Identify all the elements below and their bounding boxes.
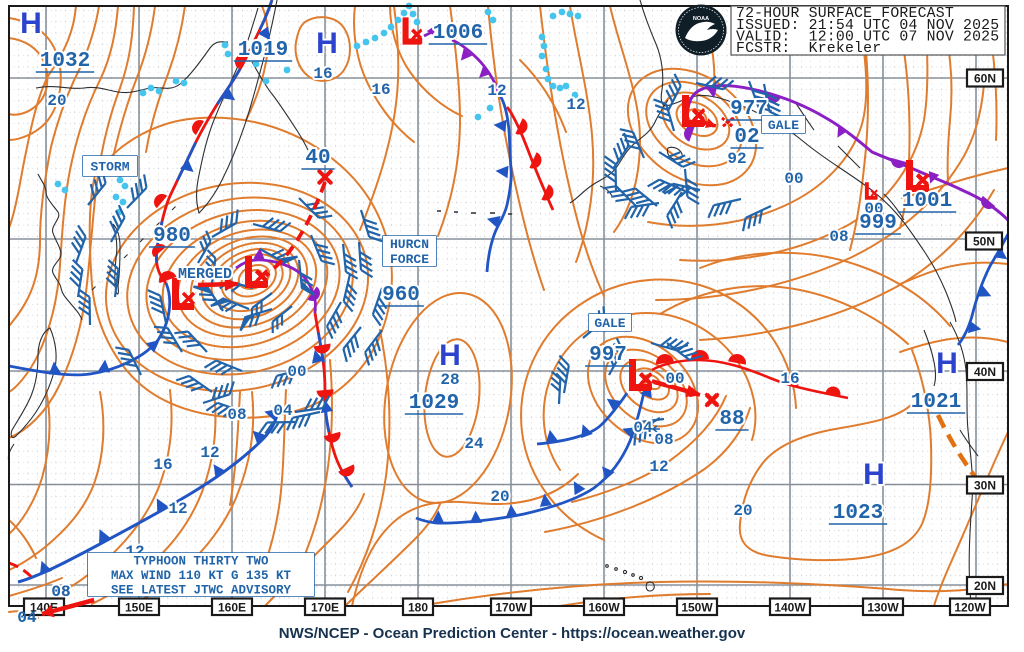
svg-text:120W: 120W [954,601,986,615]
svg-text:02: 02 [734,126,759,149]
svg-text:FCSTR: Krekeler: FCSTR: Krekeler [736,41,881,57]
svg-text:24: 24 [464,435,484,453]
svg-text:170E: 170E [311,601,339,615]
svg-text:170W: 170W [495,601,527,615]
svg-text:H: H [439,339,461,372]
svg-text:MERGED: MERGED [178,266,232,283]
svg-text:1006: 1006 [433,22,483,45]
svg-text:150W: 150W [681,601,713,615]
svg-text:20: 20 [47,92,66,110]
svg-text:999: 999 [859,212,897,235]
svg-text:20: 20 [733,502,752,520]
svg-text:04: 04 [273,402,293,420]
svg-text:08: 08 [654,431,673,449]
svg-text:NOAA: NOAA [693,16,709,22]
svg-text:HURCN: HURCN [390,237,429,252]
svg-text:140W: 140W [774,601,806,615]
svg-text:12: 12 [566,96,585,114]
svg-text:40N: 40N [974,365,996,379]
svg-text:08: 08 [829,228,848,246]
svg-text:1032: 1032 [40,50,90,73]
svg-text:00: 00 [784,170,803,188]
svg-text:92: 92 [727,150,746,168]
svg-text:H: H [863,458,885,491]
svg-text:1023: 1023 [833,502,883,525]
svg-text:977: 977 [730,98,768,121]
svg-text:16: 16 [153,456,172,474]
svg-text:08: 08 [51,583,70,601]
svg-text:180: 180 [408,601,428,615]
svg-text:130W: 130W [867,601,899,615]
svg-text:04: 04 [633,419,653,437]
svg-text:STORM: STORM [90,160,129,175]
svg-text:88: 88 [719,408,744,431]
svg-text:30N: 30N [974,479,996,493]
svg-text:997: 997 [589,344,627,367]
svg-text:SEE LATEST JTWC ADVISORY: SEE LATEST JTWC ADVISORY [111,583,292,597]
svg-text:20: 20 [490,488,509,506]
svg-text:04: 04 [17,609,37,627]
svg-text:160E: 160E [218,601,246,615]
svg-text:00: 00 [287,363,306,381]
svg-text:12: 12 [168,500,187,518]
svg-text:160W: 160W [588,601,620,615]
svg-text:GALE: GALE [594,316,625,331]
svg-text:1029: 1029 [409,392,459,415]
svg-text:72-HOUR SURFACE FORECAST: 72-HOUR SURFACE FORECAST [736,6,954,22]
svg-text:12: 12 [649,458,668,476]
svg-text:FORCE: FORCE [390,252,429,267]
svg-text:12: 12 [487,82,506,100]
svg-text:980: 980 [153,225,191,248]
svg-text:960: 960 [382,284,420,307]
svg-text:00: 00 [864,200,883,218]
svg-text:20N: 20N [974,579,996,593]
svg-text:1021: 1021 [911,391,961,414]
svg-text:40: 40 [305,147,330,170]
svg-text:16: 16 [313,65,332,83]
svg-text:VALID: 12:00 UTC 07 NOV 2025: VALID: 12:00 UTC 07 NOV 2025 [736,30,999,46]
svg-text:H: H [20,7,42,40]
svg-text:1001: 1001 [902,190,952,213]
svg-text:NWS/NCEP - Ocean Prediction Ce: NWS/NCEP - Ocean Prediction Center - htt… [279,625,746,642]
svg-text:28: 28 [440,371,459,389]
svg-text:ISSUED: 21:54 UTC 04 NOV 2025: ISSUED: 21:54 UTC 04 NOV 2025 [736,18,999,34]
svg-text:TYPHOON THIRTY TWO: TYPHOON THIRTY TWO [133,555,269,569]
svg-text:1019: 1019 [238,39,288,62]
svg-text:MAX WIND 110 KT G 135 KT: MAX WIND 110 KT G 135 KT [111,569,292,583]
svg-text:08: 08 [227,406,246,424]
svg-text:12: 12 [200,444,219,462]
svg-text:150E: 150E [125,601,153,615]
svg-text:16: 16 [780,370,799,388]
svg-text:60N: 60N [974,72,996,86]
svg-text:50N: 50N [973,235,995,249]
svg-text:H: H [316,27,338,60]
svg-text:00: 00 [665,370,684,388]
svg-text:GALE: GALE [768,118,799,133]
svg-text:16: 16 [371,81,390,99]
svg-text:H: H [936,347,958,380]
